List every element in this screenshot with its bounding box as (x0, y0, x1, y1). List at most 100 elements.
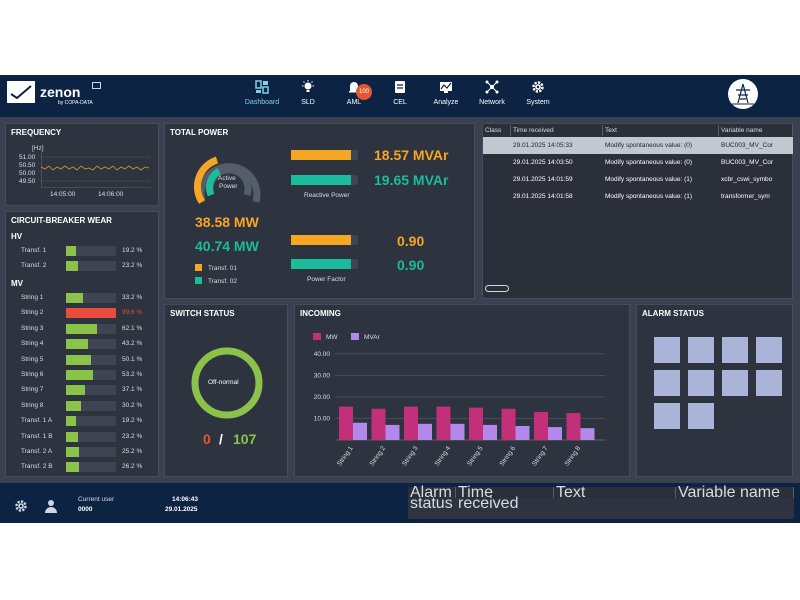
alarm-tile[interactable] (654, 337, 680, 363)
x-tick-label: String 8 (564, 445, 583, 468)
wear-bar-fill (66, 261, 78, 272)
nav-aml[interactable]: AML 100 (334, 80, 374, 106)
alarm-tile[interactable] (756, 370, 782, 396)
bar-mw (501, 408, 516, 440)
footer-bar: Current user 0000 14:06:43 29.01.2025 Al… (0, 483, 800, 523)
bar-fill (291, 150, 352, 160)
wear-bar-fill (66, 416, 76, 427)
wear-bar-fill (66, 246, 76, 256)
current-user-label: Current user (78, 496, 115, 503)
legend-label: MVAr (364, 334, 381, 341)
footer-date: 29.01.2025 (165, 506, 198, 513)
breaker-name: String 7 (21, 386, 44, 394)
cell-time: 29.01.2025 14:05:33 (513, 142, 573, 149)
y-tick-label: 10.00 (314, 415, 331, 422)
settings-gear-icon[interactable] (14, 499, 28, 513)
event-list-table: Class Time received Text Variable name 2… (483, 125, 793, 285)
nav-sld[interactable]: SLD (288, 80, 328, 106)
bar-fill (291, 235, 352, 245)
column-header[interactable]: Time received (511, 125, 603, 136)
alarm-count-badge: 100 (356, 84, 372, 100)
pf-bar-transf1 (291, 235, 358, 245)
gauge-label: Power (219, 183, 238, 190)
nav-network[interactable]: Network (472, 80, 512, 106)
table-row[interactable]: 29.01.2025 14:01:58 Modify spontaneous va… (483, 188, 793, 205)
substation-avatar-icon[interactable] (728, 79, 758, 109)
wear-bar-fill (66, 354, 92, 365)
cell-time: 29.01.2025 14:01:59 (513, 176, 573, 183)
user-icon[interactable] (44, 499, 58, 513)
incoming-bar-chart: MW MVAr 40.00 30.00 20.00 10.00 String 1 String… (313, 333, 605, 468)
breaker-name: Transf. 2 (21, 262, 47, 270)
table-row[interactable]: 29.01.2025 14:01:59 Modify spontaneous va… (483, 171, 793, 188)
wear-value: 26.2 % (122, 463, 143, 471)
frequency-trend-chart (41, 152, 151, 188)
cell-time: 29.01.2025 14:03:50 (513, 159, 573, 166)
active-power-transf1: 38.58 MW (195, 214, 259, 230)
column-header[interactable]: Variable name (676, 485, 794, 501)
top-bar: zenon by COPA-DATA Dashboard SLD AML 100 (0, 75, 800, 117)
y-tick: 51.00 (19, 154, 36, 161)
alarm-tile[interactable] (654, 403, 680, 429)
wear-bar (66, 293, 116, 303)
mail-icon[interactable] (92, 82, 101, 89)
breaker-wear-panel: CIRCUIT-BREAKER WEAR HV Transf. 1 19.2 % T… (5, 211, 159, 477)
nav-dashboard[interactable]: Dashboard (242, 80, 282, 106)
table-row[interactable]: 29.01.2025 14:03:50 Modify spontaneous va… (483, 154, 793, 171)
breaker-name: Transf. 1 A (21, 417, 53, 425)
bar-mvar (418, 423, 432, 440)
x-tick-label: String 2 (369, 445, 388, 468)
y-tick: 49.50 (19, 178, 36, 185)
legend-label: Transf. 02 (208, 278, 238, 285)
wear-bar-fill (66, 323, 98, 334)
wear-value: 23.2 % (122, 432, 143, 440)
nav-cel[interactable]: CEL (380, 80, 420, 106)
gauge-label: Active (218, 175, 236, 182)
total-switch-count: 107 (233, 431, 257, 447)
bar-mw (534, 411, 548, 440)
column-header[interactable]: Time received (456, 485, 554, 512)
alarm-tile[interactable] (756, 337, 782, 363)
nav-analyze[interactable]: Analyze (426, 80, 466, 106)
wear-bar (66, 370, 116, 380)
alarm-tile[interactable] (688, 337, 714, 363)
wear-bar-fill (66, 308, 116, 319)
power-factor-label: Power Factor (307, 276, 346, 283)
x-tick: 14:05:00 (50, 191, 76, 198)
wear-bar (66, 416, 116, 427)
bar-mvar (385, 424, 400, 440)
bar-mw (339, 406, 353, 440)
nav-system[interactable]: System (518, 80, 558, 106)
alarm-tile[interactable] (688, 370, 714, 396)
frequency-panel: FREQUENCY [Hz] 51.00 50.50 50.00 49.50 1… (5, 123, 159, 206)
column-header[interactable]: Text (554, 485, 676, 501)
wear-bar (66, 323, 116, 334)
table-row[interactable]: 29.01.2025 14:05:33 Modify spontaneous va… (483, 137, 793, 154)
column-header[interactable]: Alarm status (408, 485, 456, 512)
alarm-tile[interactable] (654, 370, 680, 396)
wear-value: 25.2 % (122, 448, 143, 455)
alarm-tile[interactable] (688, 403, 714, 429)
alarm-tile[interactable] (722, 370, 748, 396)
horizontal-scrollbar[interactable] (485, 285, 509, 292)
bar-mw (404, 406, 418, 440)
column-header[interactable]: Text (603, 125, 719, 136)
wear-bar-fill (66, 431, 78, 442)
bar-mvar (353, 422, 367, 440)
breaker-name: Transf. 1 (21, 247, 47, 254)
column-header[interactable]: Variable name (719, 125, 793, 136)
legend-label: Transf. 01 (208, 265, 238, 272)
bar-mvar (580, 428, 595, 440)
reactive-power-label: Reactive Power (304, 192, 350, 199)
alarm-tile[interactable] (722, 337, 748, 363)
wear-value: 53.2 % (122, 371, 143, 378)
column-header[interactable]: Class (483, 125, 511, 136)
wear-value: 62.1 % (122, 324, 143, 332)
breaker-name: String 3 (21, 324, 44, 332)
nav-label: Analyze (433, 99, 459, 106)
count-separator: / (219, 431, 223, 447)
active-power-transf2: 40.74 MW (195, 238, 259, 254)
wear-value: 33.2 % (122, 294, 143, 301)
x-tick-label: String 5 (466, 445, 485, 468)
x-tick-label: String 7 (531, 445, 550, 468)
